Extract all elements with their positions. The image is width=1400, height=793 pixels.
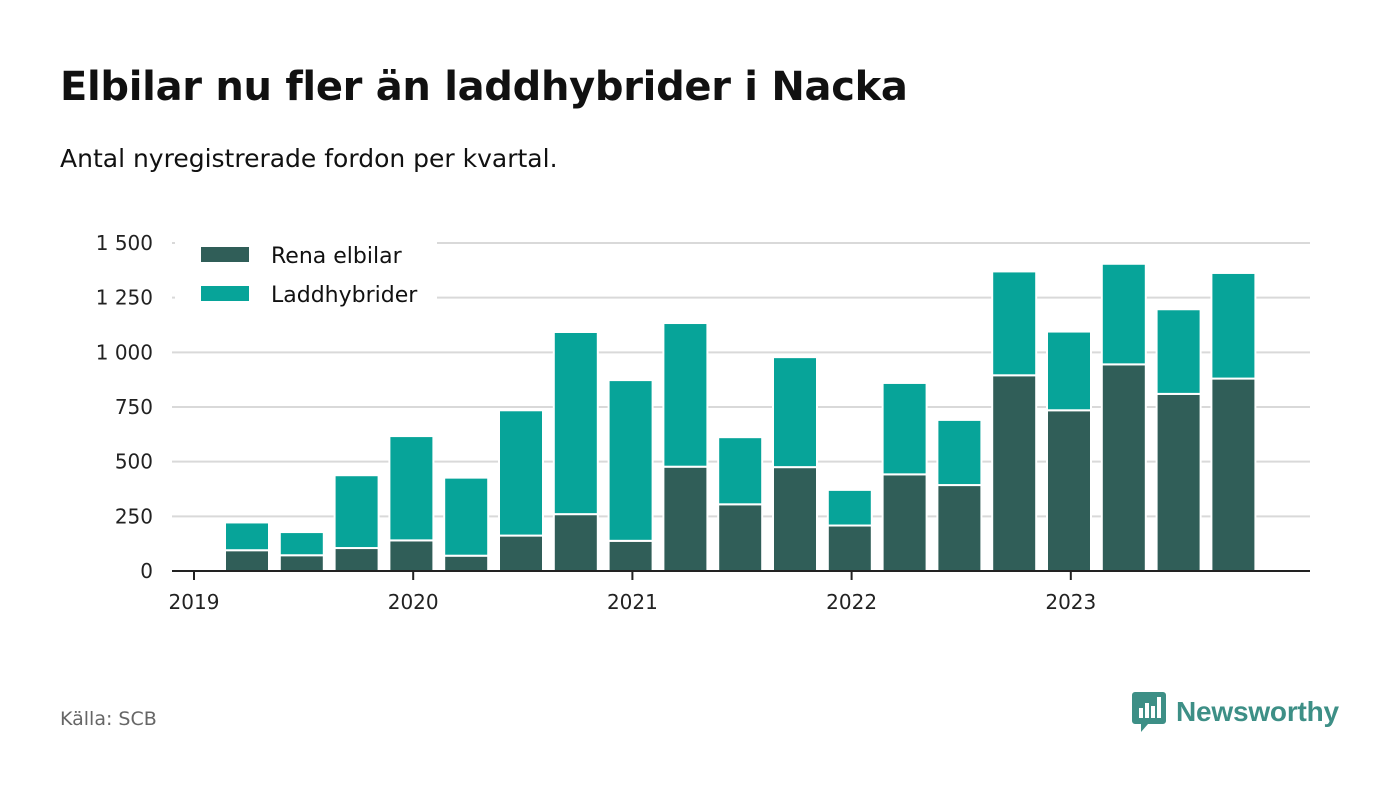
bar-segment-rena-elbilar: 2019 Q3 – Rena elbilar: 72 — [278, 554, 325, 572]
bar-segment-rena-elbilar: 2022 Q3 – Rena elbilar: 393 — [936, 484, 983, 572]
bar-segment-rena-elbilar: 2023 Q3 – Rena elbilar: 810 — [1155, 392, 1202, 572]
y-tick-label: 250 — [115, 504, 153, 528]
bar-segment-laddhybrider: 2023 Q3 – Laddhybrider: 387 — [1155, 308, 1202, 395]
bar-segment-laddhybrider: 2020 Q4 – Laddhybrider: 833 — [552, 330, 599, 516]
legend-label-rena-elbilar: Rena elbilar — [271, 244, 403, 269]
bar-segment-laddhybrider: 2022 Q4 – Laddhybrider: 475 — [991, 270, 1038, 377]
bar-segment-laddhybrider: 2020 Q1 – Laddhybrider: 477 — [388, 435, 435, 542]
bar-segment-laddhybrider: 2021 Q3 – Laddhybrider: 307 — [717, 436, 764, 506]
bar-segment-laddhybrider: 2023 Q2 – Laddhybrider: 460 — [1100, 262, 1147, 366]
source-note: Källa: SCB — [60, 708, 157, 730]
bar-segment-rena-elbilar: 2021 Q4 – Rena elbilar: 475 — [772, 466, 818, 572]
bar-segment-rena-elbilar: 2022 Q2 – Rena elbilar: 442 — [881, 473, 928, 572]
newsworthy-logo-icon — [1132, 692, 1166, 732]
legend: Rena elbilar Laddhybrider — [175, 232, 437, 318]
bar-segment-laddhybrider: 2019 Q4 – Laddhybrider: 333 — [333, 474, 380, 550]
x-tick-label: 2019 — [169, 590, 220, 614]
bar-segment-laddhybrider: 2019 Q2 – Laddhybrider: 127 — [224, 521, 270, 552]
bar-segment-rena-elbilar: 2021 Q2 – Rena elbilar: 477 — [662, 465, 709, 573]
bar-segment-rena-elbilar: 2022 Q4 – Rena elbilar: 895 — [991, 374, 1038, 572]
legend-swatch-laddhybrider — [201, 286, 249, 301]
bar-segment-laddhybrider: 2020 Q3 – Laddhybrider: 573 — [498, 409, 544, 537]
bar-segment-laddhybrider: 2022 Q3 – Laddhybrider: 298 — [936, 418, 983, 487]
x-tick-label: 2021 — [607, 590, 658, 614]
bar-segment-laddhybrider: 2020 Q2 – Laddhybrider: 357 — [443, 476, 490, 557]
x-axis-ticks: 2019 2020 2021 2022 2023 — [169, 571, 1096, 614]
bar-segment-rena-elbilar: 2021 Q3 – Rena elbilar: 305 — [717, 503, 764, 573]
bars: 2019 Q2 – Rena elbilar: 952019 Q2 – Ladd… — [224, 262, 1257, 573]
bar-segment-rena-elbilar: 2023 Q4 – Rena elbilar: 880 — [1210, 377, 1257, 572]
y-axis-tick-labels: 0 250 500 750 1 000 1 250 1 500 — [96, 231, 153, 583]
bar-segment-rena-elbilar: 2023 Q1 – Rena elbilar: 735 — [1046, 409, 1092, 572]
y-tick-label: 1 000 — [96, 340, 153, 364]
y-tick-label: 500 — [115, 450, 153, 474]
bar-segment-rena-elbilar: 2019 Q4 – Rena elbilar: 105 — [333, 547, 380, 572]
y-tick-label: 750 — [115, 395, 153, 419]
bar-segment-rena-elbilar: 2020 Q2 – Rena elbilar: 70 — [443, 554, 490, 573]
bar-segment-rena-elbilar: 2023 Q2 – Rena elbilar: 945 — [1100, 363, 1147, 572]
legend-swatch-rena-elbilar — [201, 247, 249, 262]
legend-background — [175, 232, 437, 318]
newsworthy-wordmark: Newsworthy — [1176, 696, 1339, 727]
newsworthy-logo: Newsworthy — [1132, 692, 1339, 732]
x-tick-label: 2020 — [388, 590, 439, 614]
bar-segment-laddhybrider: 2022 Q1 – Laddhybrider: 163 — [826, 488, 873, 527]
bar-segment-laddhybrider: 2021 Q1 – Laddhybrider: 735 — [607, 379, 654, 542]
bar-segment-laddhybrider: 2022 Q2 – Laddhybrider: 418 — [881, 381, 928, 476]
bar-segment-laddhybrider: 2019 Q3 – Laddhybrider: 106 — [278, 531, 325, 557]
chart-title: Elbilar nu fler än laddhybrider i Nacka — [60, 64, 908, 110]
bar-segment-rena-elbilar: 2020 Q1 – Rena elbilar: 140 — [388, 539, 435, 572]
y-tick-label: 1 500 — [96, 231, 153, 255]
x-tick-label: 2022 — [826, 590, 877, 614]
bar-segment-rena-elbilar: 2021 Q1 – Rena elbilar: 138 — [607, 539, 654, 572]
chart-subtitle: Antal nyregistrerade fordon per kvartal. — [60, 144, 558, 173]
bar-segment-laddhybrider: 2023 Q4 – Laddhybrider: 483 — [1210, 271, 1257, 380]
y-tick-label: 0 — [140, 559, 153, 583]
bar-segment-laddhybrider: 2023 Q1 – Laddhybrider: 360 — [1046, 330, 1092, 412]
y-tick-label: 1 250 — [96, 286, 153, 310]
bar-segment-rena-elbilar: 2020 Q3 – Rena elbilar: 162 — [498, 534, 544, 572]
legend-label-laddhybrider: Laddhybrider — [271, 283, 418, 308]
x-tick-label: 2023 — [1045, 590, 1096, 614]
bar-segment-laddhybrider: 2021 Q4 – Laddhybrider: 503 — [772, 356, 818, 469]
bar-segment-rena-elbilar: 2019 Q2 – Rena elbilar: 95 — [224, 549, 270, 573]
bar-segment-laddhybrider: 2021 Q2 – Laddhybrider: 657 — [662, 322, 709, 468]
bar-segment-rena-elbilar: 2020 Q4 – Rena elbilar: 260 — [552, 513, 599, 572]
bar-segment-rena-elbilar: 2022 Q1 – Rena elbilar: 208 — [826, 524, 873, 572]
